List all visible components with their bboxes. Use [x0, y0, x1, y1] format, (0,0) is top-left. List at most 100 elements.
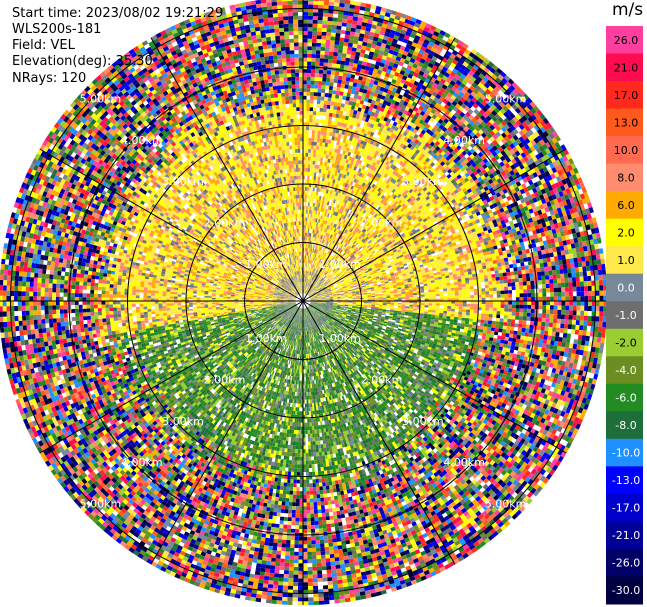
velocity-gate	[308, 259, 310, 264]
velocity-gate	[311, 229, 314, 234]
velocity-gate	[320, 199, 323, 204]
velocity-gate	[317, 195, 320, 200]
velocity-gate	[341, 130, 346, 135]
velocity-gate	[319, 142, 323, 147]
velocity-gate	[366, 42, 372, 48]
velocity-gate	[351, 86, 357, 91]
velocity-gate	[326, 131, 330, 136]
velocity-gate	[353, 110, 358, 115]
velocity-gate	[331, 63, 337, 68]
velocity-gate	[338, 6, 345, 12]
velocity-gate	[336, 56, 342, 61]
velocity-gate	[318, 226, 321, 231]
velocity-gate	[336, 83, 342, 88]
velocity-gate	[344, 131, 349, 136]
velocity-gate	[305, 145, 309, 149]
velocity-gate	[317, 92, 322, 97]
velocity-gate	[313, 4, 319, 9]
velocity-gate	[330, 40, 335, 45]
velocity-gate	[331, 117, 336, 122]
velocity-gate	[307, 206, 310, 210]
velocity-gate	[303, 289, 305, 294]
velocity-gate	[306, 190, 309, 195]
velocity-gate	[310, 217, 312, 222]
velocity-gate	[304, 198, 307, 203]
velocity-gate	[317, 157, 321, 162]
velocity-gate	[311, 217, 314, 222]
velocity-gate	[321, 119, 326, 124]
velocity-gate	[322, 161, 325, 166]
velocity-gate	[310, 194, 313, 199]
velocity-gate	[311, 198, 314, 203]
velocity-gate	[345, 57, 351, 63]
velocity-gate	[352, 63, 358, 68]
velocity-gate	[306, 278, 308, 283]
velocity-gate	[345, 112, 350, 117]
velocity-gate	[328, 135, 333, 140]
velocity-gate	[368, 12, 375, 17]
velocity-gate	[344, 151, 349, 156]
velocity-gate	[322, 212, 326, 217]
velocity-gate	[326, 32, 332, 37]
velocity-gate	[342, 76, 347, 81]
velocity-gate	[307, 278, 309, 283]
velocity-gate	[334, 98, 339, 103]
velocity-gate	[305, 286, 307, 290]
velocity-gate	[314, 126, 319, 131]
velocity-gate	[365, 26, 372, 32]
velocity-gate	[306, 232, 308, 237]
velocity-gate	[371, 24, 377, 30]
velocity-gate	[353, 78, 359, 84]
velocity-gate	[322, 69, 328, 75]
velocity-gate	[336, 141, 340, 146]
velocity-gate	[336, 21, 343, 27]
velocity-gate	[347, 132, 352, 137]
velocity-gate	[330, 74, 335, 79]
velocity-gate	[304, 278, 306, 283]
velocity-gate	[314, 225, 317, 230]
velocity-gate	[341, 154, 345, 159]
velocity-gate	[331, 175, 335, 180]
velocity-gate	[318, 188, 321, 193]
velocity-gate	[309, 114, 313, 119]
velocity-gate	[356, 83, 362, 88]
velocity-gate	[308, 232, 311, 237]
velocity-gate	[303, 179, 306, 184]
velocity-gate	[334, 75, 339, 80]
velocity-gate	[322, 134, 327, 140]
velocity-gate	[335, 184, 339, 189]
velocity-gate	[304, 255, 306, 260]
velocity-gate	[313, 256, 315, 261]
velocity-gate	[323, 200, 327, 205]
velocity-gate	[304, 232, 306, 237]
velocity-gate	[308, 130, 312, 134]
velocity-gate	[323, 220, 327, 225]
velocity-gate	[343, 146, 347, 152]
velocity-gate	[309, 103, 314, 108]
velocity-gate	[336, 106, 341, 111]
velocity-gate	[355, 87, 361, 92]
velocity-gate	[327, 101, 331, 106]
velocity-gate	[323, 1, 330, 6]
velocity-gate	[305, 286, 307, 290]
velocity-gate	[317, 203, 321, 208]
velocity-gate	[337, 149, 341, 154]
velocity-gate	[321, 180, 325, 185]
velocity-gate	[305, 255, 307, 260]
velocity-gate	[346, 135, 351, 141]
velocity-gate	[315, 237, 318, 242]
velocity-gate	[337, 17, 343, 23]
velocity-gate	[330, 167, 334, 172]
velocity-gate	[319, 161, 323, 166]
velocity-gate	[307, 23, 313, 28]
velocity-gate	[354, 106, 359, 111]
velocity-gate	[308, 225, 310, 229]
velocity-gate	[344, 3, 350, 9]
velocity-gate	[303, 69, 307, 73]
velocity-gate	[305, 259, 307, 264]
velocity-gate	[318, 230, 321, 235]
velocity-gate	[320, 54, 325, 59]
velocity-gate	[305, 263, 307, 267]
velocity-gate	[313, 256, 316, 261]
velocity-gate	[347, 120, 352, 125]
